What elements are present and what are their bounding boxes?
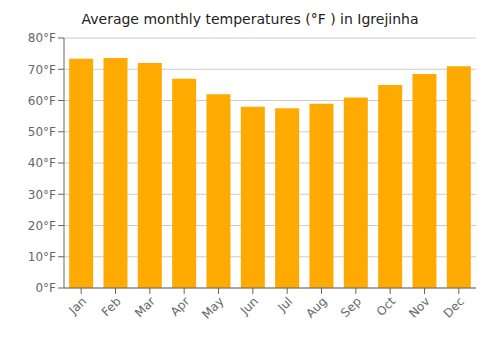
svg-text:Sep: Sep <box>338 294 364 320</box>
svg-text:10°F: 10°F <box>28 250 56 264</box>
svg-text:Aug: Aug <box>303 294 329 320</box>
svg-text:80°F: 80°F <box>28 31 56 45</box>
svg-text:40°F: 40°F <box>28 156 56 170</box>
svg-text:70°F: 70°F <box>28 63 56 77</box>
svg-text:Jan: Jan <box>66 294 90 318</box>
svg-text:Jun: Jun <box>237 294 261 318</box>
html-text:Average monthly temperatures (: Average monthly temperatures (°F ) in Ig… <box>81 11 419 27</box>
svg-text:60°F: 60°F <box>28 94 56 108</box>
svg-text:0°F: 0°F <box>35 281 56 295</box>
svg-text:20°F: 20°F <box>28 219 56 233</box>
svg-text:Apr: Apr <box>168 294 193 319</box>
svg-text:Feb: Feb <box>99 294 124 319</box>
svg-text:Jul: Jul <box>274 294 295 315</box>
svg-text:Dec: Dec <box>441 294 467 320</box>
svg-text:50°F: 50°F <box>28 125 56 139</box>
svg-text:Mar: Mar <box>132 294 158 320</box>
svg-text:30°F: 30°F <box>28 188 56 202</box>
svg-text:Oct: Oct <box>374 294 399 319</box>
svg-text:Nov: Nov <box>406 294 432 320</box>
svg-text:May: May <box>199 294 226 321</box>
